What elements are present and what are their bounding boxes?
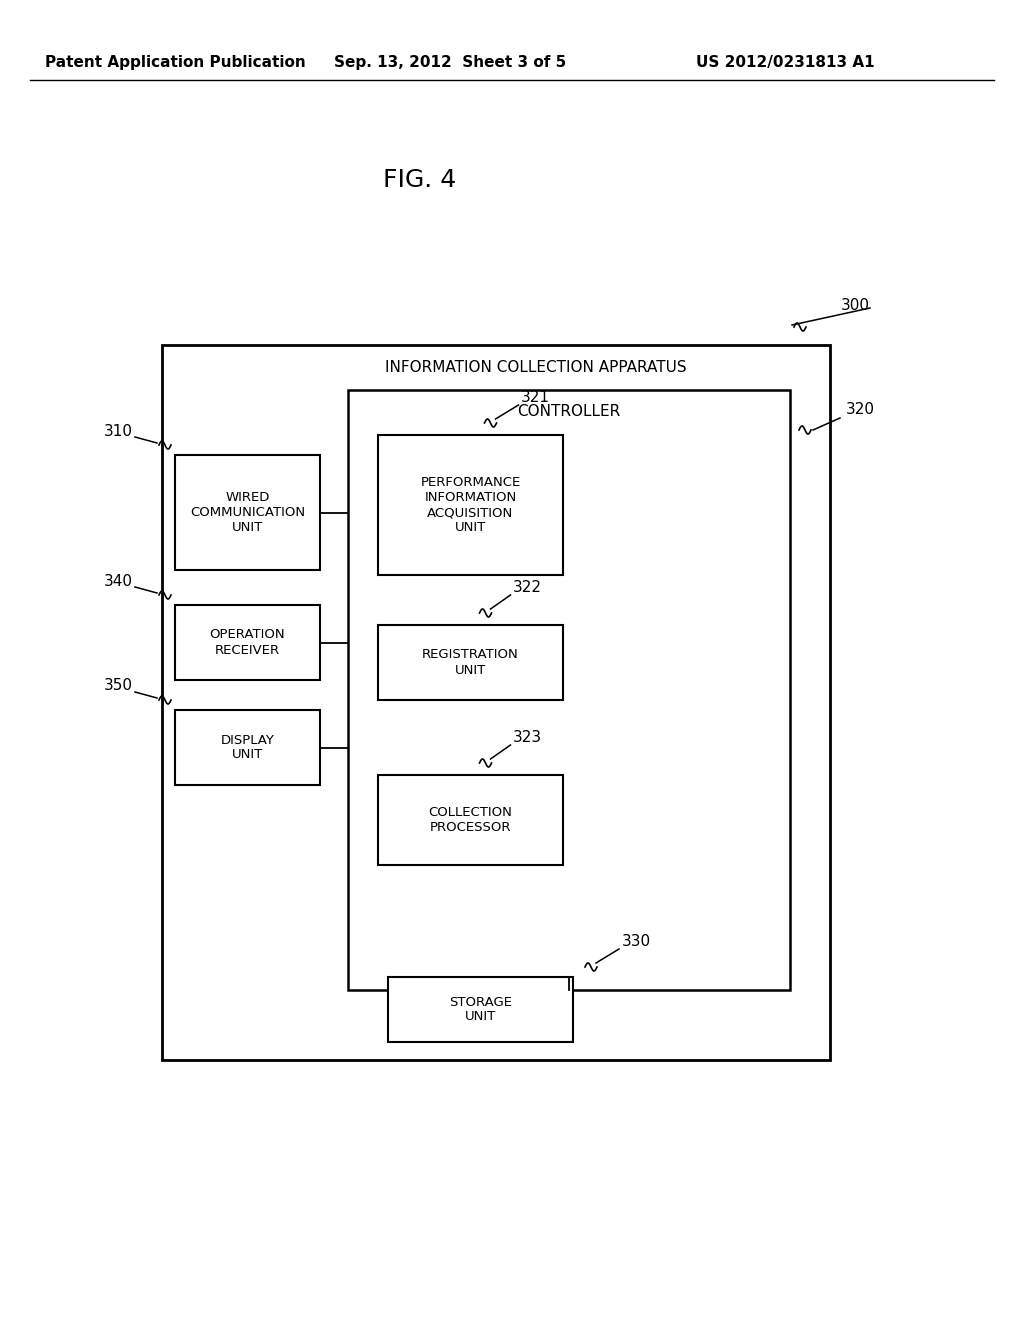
Text: OPERATION
RECEIVER: OPERATION RECEIVER [210, 628, 286, 656]
Bar [175, 605, 319, 680]
Text: 350: 350 [103, 678, 132, 693]
Bar [378, 624, 563, 700]
Text: Sep. 13, 2012  Sheet 3 of 5: Sep. 13, 2012 Sheet 3 of 5 [334, 54, 566, 70]
Text: PERFORMANCE
INFORMATION
ACQUISITION
UNIT: PERFORMANCE INFORMATION ACQUISITION UNIT [421, 477, 520, 535]
Text: 323: 323 [513, 730, 542, 744]
Text: INFORMATION COLLECTION APPARATUS: INFORMATION COLLECTION APPARATUS [385, 359, 687, 375]
Text: WIRED
COMMUNICATION
UNIT: WIRED COMMUNICATION UNIT [189, 491, 305, 535]
Bar [162, 345, 830, 1060]
Bar [175, 710, 319, 785]
Bar [378, 436, 563, 576]
Text: 310: 310 [103, 424, 132, 438]
Text: STORAGE
UNIT: STORAGE UNIT [449, 995, 512, 1023]
Text: REGISTRATION
UNIT: REGISTRATION UNIT [422, 648, 519, 676]
Text: 340: 340 [103, 573, 132, 589]
Text: 330: 330 [622, 933, 650, 949]
Text: COLLECTION
PROCESSOR: COLLECTION PROCESSOR [429, 807, 512, 834]
Text: 321: 321 [521, 389, 550, 404]
Bar [175, 455, 319, 570]
Bar [348, 389, 790, 990]
Bar [378, 775, 563, 865]
Text: 322: 322 [513, 579, 542, 594]
Text: CONTROLLER: CONTROLLER [517, 404, 621, 420]
Bar [388, 977, 573, 1041]
Text: DISPLAY
UNIT: DISPLAY UNIT [220, 734, 274, 762]
Text: Patent Application Publication: Patent Application Publication [45, 54, 305, 70]
Text: US 2012/0231813 A1: US 2012/0231813 A1 [695, 54, 874, 70]
Text: 320: 320 [846, 403, 874, 417]
Text: FIG. 4: FIG. 4 [383, 168, 457, 191]
Text: 300: 300 [841, 297, 869, 313]
